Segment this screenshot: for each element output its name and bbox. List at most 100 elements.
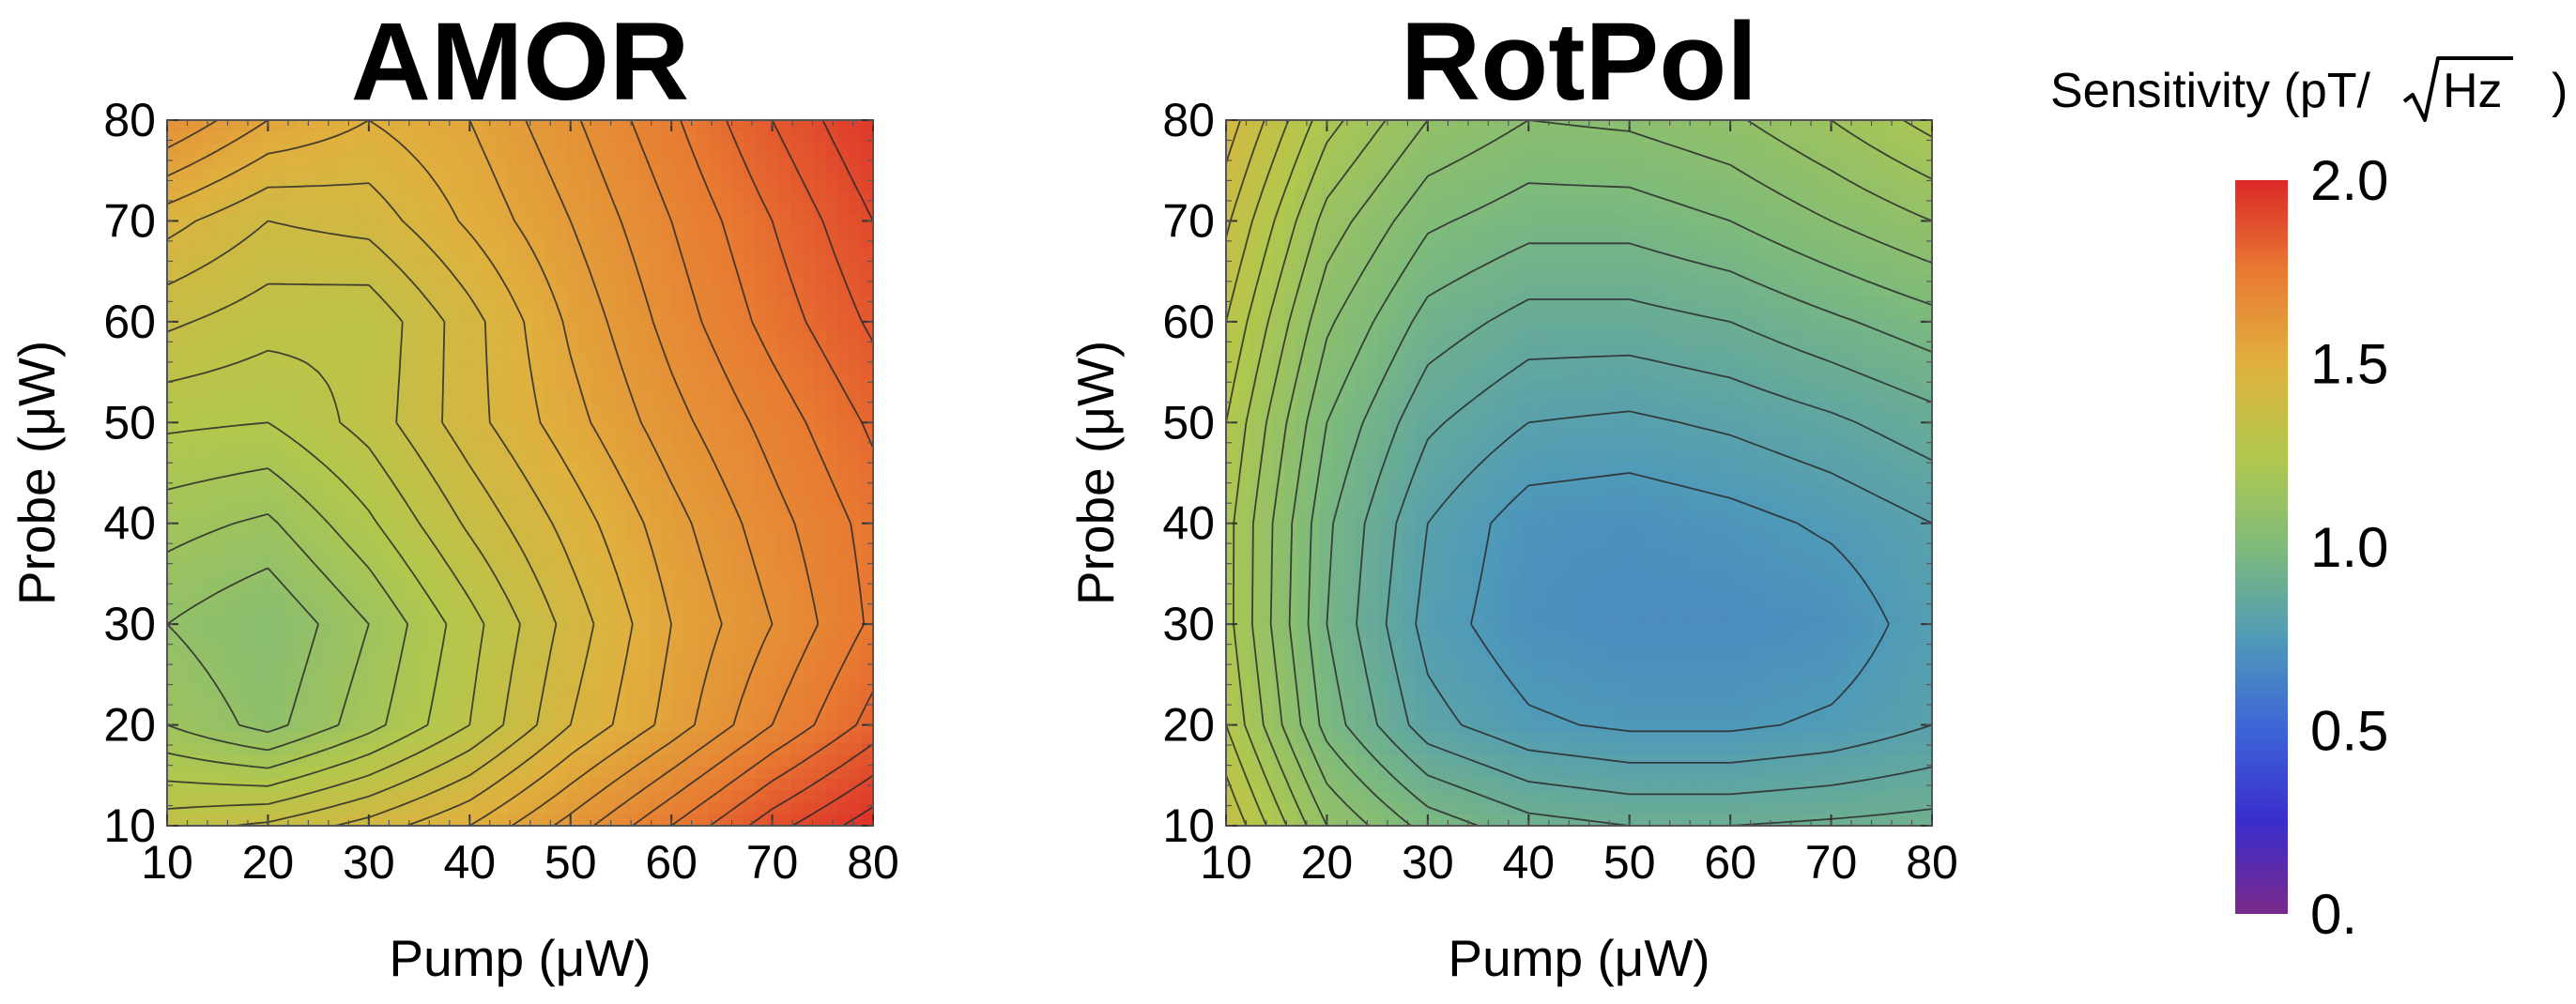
amor-heat-cell — [449, 484, 463, 497]
rotpol-heat-cell — [1237, 190, 1250, 204]
amor-heat-cell — [861, 578, 873, 592]
amor-heat-cell — [284, 425, 298, 439]
amor-heat-cell — [684, 790, 698, 803]
amor-heat-cell — [191, 754, 204, 768]
amor-heat-cell — [402, 531, 415, 544]
amor-heat-cell — [367, 531, 380, 544]
rotpol-heat-cell — [1826, 178, 1839, 191]
amor-heat-cell — [496, 144, 510, 157]
amor-heat-cell — [249, 237, 262, 251]
rotpol-heat-cell — [1756, 272, 1769, 286]
amor-heat-cell — [355, 684, 368, 697]
amor-heatmap — [167, 120, 873, 826]
rotpol-heat-cell — [1296, 155, 1310, 168]
amor-heat-cell — [555, 673, 568, 686]
amor-heat-cell — [837, 614, 851, 627]
amor-heat-cell — [802, 601, 816, 616]
amor-heat-cell — [484, 661, 498, 674]
amor-heat-cell — [649, 684, 663, 697]
amor-heat-cell — [790, 320, 804, 333]
amor-heat-cell — [531, 155, 544, 168]
amor-heat-cell — [261, 484, 274, 497]
amor-heat-cell — [238, 167, 251, 180]
amor-heat-cell — [567, 144, 580, 157]
amor-heat-cell — [308, 144, 321, 157]
rotpol-heat-cell — [1331, 155, 1345, 168]
amor-heat-cell — [344, 402, 357, 416]
amor-heat-cell — [308, 555, 321, 568]
rotpol-heat-cell — [1673, 237, 1686, 251]
amor-heat-cell — [284, 578, 298, 592]
amor-heat-cell — [544, 578, 557, 592]
amor-heat-cell — [261, 320, 274, 333]
rotpol-heat-cell — [1355, 167, 1369, 180]
amor-heat-cell — [191, 190, 204, 204]
amor-heat-cell — [167, 649, 180, 662]
amor-heat-cell — [744, 743, 757, 756]
amor-heat-cell — [284, 331, 298, 344]
amor-heat-cell — [402, 449, 415, 463]
amor-heat-cell — [814, 272, 827, 286]
amor-heat-cell — [837, 202, 851, 215]
rotpol-heat-cell — [1826, 190, 1839, 204]
amor-heat-cell — [790, 814, 804, 826]
amor-heat-cell — [567, 484, 580, 497]
amor-heat-cell — [825, 707, 839, 721]
amor-heat-cell — [296, 508, 310, 521]
rotpol-heat-cell — [1908, 144, 1922, 157]
rotpol-heat-cell — [1720, 225, 1733, 239]
amor-heat-cell — [802, 625, 816, 639]
amor-heat-cell — [191, 720, 204, 733]
rotpol-heat-cell — [1508, 120, 1522, 133]
amor-heat-cell — [238, 461, 251, 474]
amor-heat-cell — [825, 272, 839, 286]
amor-heat-cell — [308, 778, 321, 792]
amor-heat-cell — [238, 120, 251, 133]
amor-heat-cell — [837, 178, 851, 191]
amor-heat-cell — [238, 684, 251, 697]
rotpol-heat-cell — [1920, 190, 1932, 204]
rotpol-heat-cell — [1461, 214, 1474, 227]
amor-heat-cell — [508, 178, 521, 191]
amor-heat-cell — [191, 555, 204, 568]
amor-heat-cell — [367, 637, 380, 650]
amor-heat-cell — [708, 367, 721, 380]
amor-heat-cell — [672, 567, 686, 580]
rotpol-heat-cell — [1543, 320, 1556, 333]
rotpol-heat-cell — [1684, 284, 1698, 297]
amor-heat-cell — [344, 308, 357, 321]
amor-heat-cell — [755, 308, 768, 321]
amor-heat-cell — [778, 520, 791, 533]
amor-heat-cell — [449, 696, 463, 709]
amor-heat-cell — [367, 297, 380, 310]
rotpol-heat-cell — [1779, 178, 1792, 191]
amor-heat-cell — [472, 720, 486, 733]
amor-heat-cell — [484, 272, 498, 286]
amor-heat-cell — [697, 601, 710, 616]
amor-heat-cell — [249, 308, 262, 321]
amor-heat-cell — [378, 661, 391, 674]
amor-y-tick-label: 20 — [103, 699, 156, 752]
amor-heat-cell — [778, 614, 791, 627]
amor-heat-cell — [496, 414, 510, 427]
amor-heat-cell — [461, 308, 474, 321]
amor-heat-cell — [402, 367, 415, 380]
amor-heat-cell — [319, 237, 333, 251]
rotpol-heat-cell — [1814, 308, 1827, 321]
amor-heat-cell — [720, 767, 733, 780]
amor-heat-cell — [590, 661, 604, 674]
amor-heat-cell — [649, 649, 663, 662]
rotpol-heat-cell — [1756, 308, 1769, 321]
amor-heat-cell — [672, 202, 686, 215]
amor-heat-cell — [814, 601, 827, 616]
amor-heat-cell — [731, 790, 744, 803]
rotpol-heat-cell — [1567, 331, 1580, 344]
rotpol-heat-cell — [1284, 284, 1297, 297]
amor-heat-cell — [249, 178, 262, 191]
amor-heat-cell — [814, 673, 827, 686]
rotpol-heat-cell — [1449, 225, 1463, 239]
amor-heat-cell — [178, 661, 192, 674]
rotpol-heat-cell — [1473, 331, 1486, 344]
rotpol-heat-cell — [1779, 131, 1792, 145]
